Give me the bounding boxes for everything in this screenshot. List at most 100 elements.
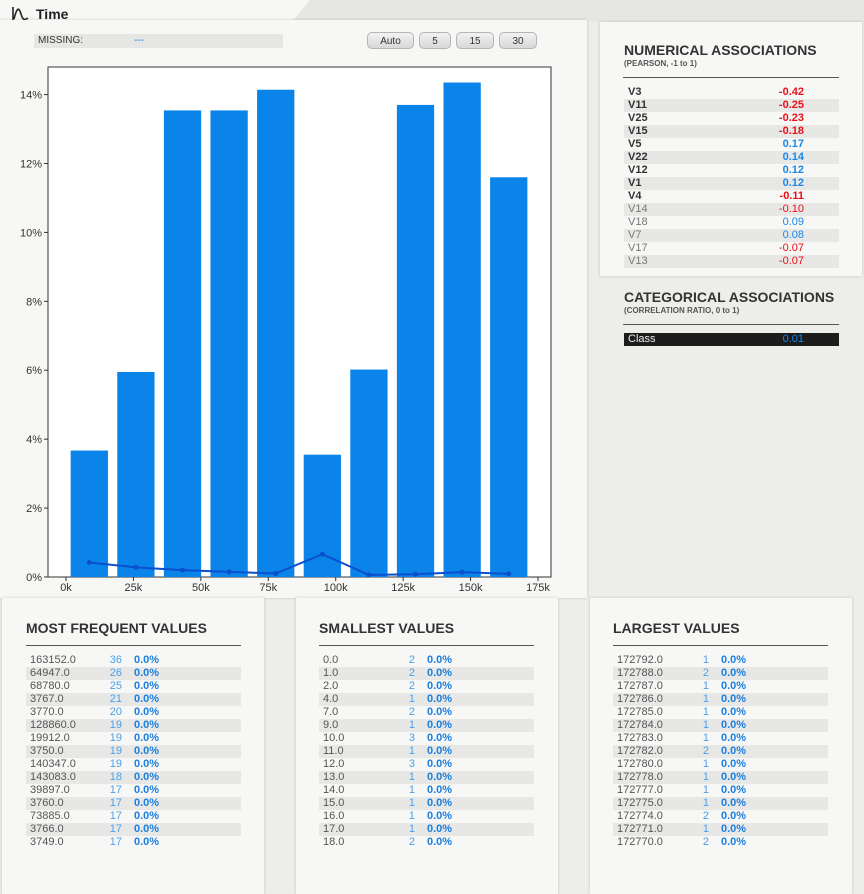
feature-tab bbox=[0, 0, 310, 22]
most-frequent-value: 19912.0 bbox=[30, 732, 70, 744]
most-frequent-count: 17 bbox=[109, 810, 122, 822]
most-frequent-percent: 0.0% bbox=[134, 667, 160, 679]
histogram-chart: 0% 2% 4% 6% 8% 10% 12% 14% 0k 25k 50k 75k 100k 125k 15… bbox=[20, 66, 552, 594]
missing-row: MISSING: --- bbox=[34, 34, 283, 48]
most-frequent-count: 21 bbox=[109, 693, 122, 705]
overlay-point bbox=[366, 572, 372, 578]
smallest-count: 1 bbox=[408, 771, 415, 783]
largest-value: 172787.0 bbox=[617, 680, 663, 692]
largest-percent: 0.0% bbox=[721, 771, 747, 783]
histogram-bar bbox=[257, 89, 295, 578]
most-frequent-divider bbox=[26, 645, 241, 646]
y-tick-label: 10% bbox=[20, 227, 42, 239]
numerical-row: V22 0.14 bbox=[624, 151, 839, 164]
numerical-value: -0.11 bbox=[779, 190, 804, 202]
smallest-value: 17.0 bbox=[323, 823, 345, 835]
categorical-divider bbox=[623, 324, 839, 325]
numerical-row: V13 -0.07 bbox=[624, 255, 839, 268]
most-frequent-percent: 0.0% bbox=[134, 797, 160, 809]
smallest-divider bbox=[319, 645, 534, 646]
overlay-line bbox=[89, 553, 509, 576]
largest-percent: 0.0% bbox=[721, 810, 747, 822]
largest-row: 172774.0 2 0.0% bbox=[613, 810, 828, 823]
smallest-row: 17.0 1 0.0% bbox=[319, 823, 534, 836]
largest-count: 1 bbox=[702, 784, 709, 796]
smallest-percent: 0.0% bbox=[427, 732, 453, 744]
most-frequent-count: 17 bbox=[109, 784, 122, 796]
most-frequent-percent: 0.0% bbox=[134, 758, 160, 770]
smallest-count: 1 bbox=[408, 823, 415, 835]
numerical-row: V11 -0.25 bbox=[624, 99, 839, 112]
y-tick-label: 6% bbox=[26, 365, 42, 377]
numerical-name: V3 bbox=[628, 86, 642, 98]
most-frequent-count: 17 bbox=[109, 823, 122, 835]
x-tick-label: 150k bbox=[459, 582, 483, 594]
most-frequent-percent: 0.0% bbox=[134, 784, 160, 796]
bins-30-button[interactable]: 30 bbox=[499, 32, 537, 49]
bins-15-button[interactable]: 15 bbox=[456, 32, 494, 49]
most-frequent-count: 36 bbox=[109, 654, 122, 666]
most-frequent-percent: 0.0% bbox=[134, 680, 160, 692]
largest-count: 2 bbox=[702, 836, 709, 848]
most-frequent-title: MOST FREQUENT VALUES bbox=[26, 620, 207, 636]
numerical-value: -0.07 bbox=[778, 255, 804, 267]
most-frequent-row: 19912.0 19 0.0% bbox=[26, 732, 241, 745]
smallest-count: 1 bbox=[408, 797, 415, 809]
smallest-value: 1.0 bbox=[323, 667, 339, 679]
smallest-value: 18.0 bbox=[323, 836, 345, 848]
smallest-row: 18.0 2 0.0% bbox=[319, 836, 534, 849]
numerical-row: V4 -0.11 bbox=[624, 190, 839, 203]
categorical-name: Class bbox=[628, 333, 656, 345]
most-frequent-row: 73885.0 17 0.0% bbox=[26, 810, 241, 823]
largest-percent: 0.0% bbox=[721, 719, 747, 731]
bins-5-button[interactable]: 5 bbox=[419, 32, 451, 49]
largest-count: 2 bbox=[702, 810, 709, 822]
most-frequent-value: 140347.0 bbox=[30, 758, 76, 770]
most-frequent-value: 3766.0 bbox=[30, 823, 64, 835]
most-frequent-count: 26 bbox=[109, 667, 122, 679]
smallest-count: 1 bbox=[408, 810, 415, 822]
numerical-name: V25 bbox=[628, 112, 648, 124]
largest-count: 2 bbox=[702, 667, 709, 679]
histogram-bar bbox=[210, 110, 248, 578]
largest-value: 172782.0 bbox=[617, 745, 663, 757]
numerical-value: 0.09 bbox=[782, 216, 804, 228]
smallest-count: 2 bbox=[408, 836, 415, 848]
most-frequent-value: 143083.0 bbox=[30, 771, 76, 783]
histogram-bar bbox=[163, 110, 202, 578]
largest-count: 1 bbox=[702, 732, 709, 744]
most-frequent-percent: 0.0% bbox=[134, 732, 160, 744]
numerical-row: V5 0.17 bbox=[624, 138, 839, 151]
most-frequent-value: 128860.0 bbox=[30, 719, 76, 731]
largest-row: 172771.0 1 0.0% bbox=[613, 823, 828, 836]
numerical-subtitle: (PEARSON, -1 to 1) bbox=[624, 59, 697, 68]
largest-value: 172785.0 bbox=[617, 706, 663, 718]
smallest-row: 4.0 1 0.0% bbox=[319, 693, 534, 706]
largest-row: 172782.0 2 0.0% bbox=[613, 745, 828, 758]
largest-value: 172778.0 bbox=[617, 771, 663, 783]
smallest-percent: 0.0% bbox=[427, 706, 453, 718]
numerical-row: V25 -0.23 bbox=[624, 112, 839, 125]
missing-label: MISSING: bbox=[38, 35, 84, 46]
bins-auto-button[interactable]: Auto bbox=[367, 32, 414, 49]
smallest-row: 11.0 1 0.0% bbox=[319, 745, 534, 758]
numerical-name: V7 bbox=[628, 229, 642, 241]
smallest-count: 3 bbox=[408, 732, 415, 744]
overlay-point bbox=[133, 564, 139, 570]
numerical-value: 0.17 bbox=[782, 138, 804, 150]
largest-count: 1 bbox=[702, 797, 709, 809]
largest-value: 172774.0 bbox=[617, 810, 663, 822]
smallest-percent: 0.0% bbox=[427, 719, 453, 731]
smallest-value: 10.0 bbox=[323, 732, 345, 744]
numerical-row: V1 0.12 bbox=[624, 177, 839, 190]
smallest-percent: 0.0% bbox=[427, 680, 453, 692]
largest-percent: 0.0% bbox=[721, 706, 747, 718]
most-frequent-row: 3750.0 19 0.0% bbox=[26, 745, 241, 758]
smallest-value: 4.0 bbox=[323, 693, 339, 705]
overlay-point bbox=[319, 551, 325, 557]
smallest-row: 9.0 1 0.0% bbox=[319, 719, 534, 732]
numerical-name: V14 bbox=[628, 203, 648, 215]
most-frequent-count: 19 bbox=[109, 732, 122, 744]
most-frequent-percent: 0.0% bbox=[134, 706, 160, 718]
y-tick-label: 14% bbox=[20, 90, 42, 102]
